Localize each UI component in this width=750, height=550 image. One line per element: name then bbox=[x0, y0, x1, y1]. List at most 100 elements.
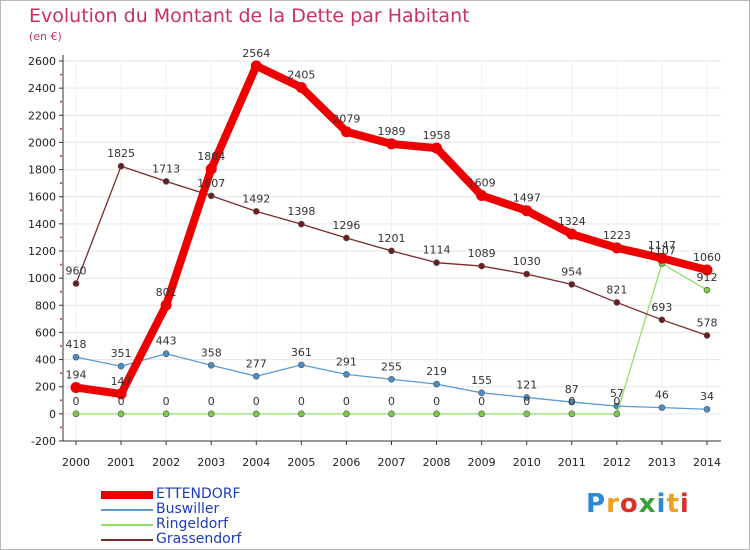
data-point-ettendorf bbox=[611, 242, 623, 254]
data-label-buswiller: 277 bbox=[246, 357, 267, 370]
data-point-ringeldorf bbox=[613, 410, 621, 418]
data-label-ringeldorf: 0 bbox=[208, 395, 215, 408]
data-point-ringeldorf bbox=[568, 410, 576, 418]
x-tick-label: 2002 bbox=[152, 456, 180, 469]
y-tick-label: 800 bbox=[35, 299, 56, 312]
data-point-ringeldorf bbox=[162, 410, 170, 418]
data-point-ettendorf bbox=[566, 228, 578, 240]
data-label-buswiller: 87 bbox=[565, 383, 579, 396]
data-label-grassendorf: 693 bbox=[651, 301, 672, 314]
data-point-ringeldorf bbox=[478, 410, 485, 418]
y-minor-tick bbox=[60, 100, 62, 103]
data-label-ringeldorf: 0 bbox=[568, 395, 575, 408]
proxiti-logo: Proxiti bbox=[586, 489, 690, 519]
data-point-grassendorf bbox=[478, 262, 485, 270]
data-point-buswiller bbox=[523, 394, 531, 401]
x-tick-label: 2005 bbox=[287, 456, 315, 469]
data-label-grassendorf: 1114 bbox=[423, 244, 451, 257]
x-tick-label: 2008 bbox=[423, 456, 451, 469]
data-label-ringeldorf: 0 bbox=[433, 395, 440, 408]
y-minor-tick bbox=[60, 426, 62, 429]
data-point-ettendorf bbox=[295, 81, 307, 93]
data-point-ettendorf bbox=[656, 252, 668, 264]
data-label-ettendorf: 1958 bbox=[423, 129, 451, 142]
data-label-ettendorf: 194 bbox=[66, 369, 87, 382]
data-label-ringeldorf: 0 bbox=[523, 395, 530, 408]
data-point-grassendorf bbox=[568, 281, 576, 288]
data-label-grassendorf: 1492 bbox=[242, 192, 270, 205]
data-label-ringeldorf: 0 bbox=[163, 395, 170, 408]
data-label-ettendorf: 1324 bbox=[558, 215, 586, 228]
data-point-buswiller bbox=[703, 405, 711, 413]
data-point-ringeldorf bbox=[703, 286, 711, 294]
y-tick-label: 400 bbox=[35, 354, 56, 367]
data-point-ettendorf bbox=[115, 388, 127, 400]
data-label-ettendorf: 1804 bbox=[197, 150, 225, 163]
x-tick-label: 2012 bbox=[603, 456, 631, 469]
y-minor-tick bbox=[60, 263, 62, 266]
x-tick-label: 2001 bbox=[107, 456, 135, 469]
data-point-grassendorf bbox=[343, 234, 350, 242]
chart-subtitle: (en €) bbox=[29, 30, 62, 43]
y-minor-tick bbox=[60, 290, 62, 293]
data-label-ettendorf: 2564 bbox=[242, 47, 270, 60]
data-point-ringeldorf bbox=[388, 410, 395, 418]
data-point-ettendorf bbox=[521, 205, 533, 217]
y-minor-tick bbox=[60, 236, 62, 239]
data-label-ettendorf: 2079 bbox=[332, 113, 360, 126]
x-tick-label: 2010 bbox=[513, 456, 541, 469]
data-point-ringeldorf bbox=[72, 410, 80, 418]
data-label-buswiller: 57 bbox=[610, 387, 624, 400]
y-minor-tick bbox=[60, 317, 62, 320]
y-minor-tick bbox=[60, 399, 62, 402]
data-label-grassendorf: 1030 bbox=[513, 255, 541, 268]
data-label-grassendorf: 1089 bbox=[468, 247, 496, 260]
data-label-grassendorf: 1713 bbox=[152, 162, 180, 175]
data-point-grassendorf bbox=[703, 332, 711, 339]
chart-title: Evolution du Montant de la Dette par Hab… bbox=[29, 5, 470, 27]
data-label-ringeldorf: 0 bbox=[613, 395, 620, 408]
x-tick-label: 2014 bbox=[693, 456, 721, 469]
data-label-ringeldorf: 1107 bbox=[648, 245, 676, 258]
data-label-buswiller: 443 bbox=[156, 335, 177, 348]
data-point-ettendorf bbox=[476, 189, 488, 201]
data-point-buswiller bbox=[162, 350, 170, 358]
data-label-ringeldorf: 0 bbox=[118, 395, 125, 408]
data-point-ettendorf bbox=[340, 126, 352, 138]
data-point-grassendorf bbox=[252, 208, 260, 215]
data-point-ringeldorf bbox=[252, 410, 260, 418]
data-label-ringeldorf: 0 bbox=[253, 395, 260, 408]
data-label-grassendorf: 960 bbox=[66, 265, 87, 278]
data-point-buswiller bbox=[388, 375, 395, 383]
legend-label: ETTENDORF bbox=[156, 486, 241, 502]
legend-label: Ringeldorf bbox=[156, 516, 229, 532]
data-point-ettendorf bbox=[160, 299, 172, 311]
y-tick-label: 2600 bbox=[28, 55, 56, 68]
data-label-grassendorf: 1607 bbox=[197, 177, 225, 190]
legend-label: Grassendorf bbox=[156, 531, 242, 547]
data-point-buswiller bbox=[478, 389, 485, 397]
data-point-buswiller bbox=[658, 404, 666, 411]
legend-swatch bbox=[101, 539, 153, 541]
data-label-grassendorf: 1296 bbox=[332, 219, 360, 232]
data-point-buswiller bbox=[252, 372, 260, 380]
data-point-buswiller bbox=[568, 398, 576, 406]
data-point-ringeldorf bbox=[117, 410, 125, 418]
data-point-grassendorf bbox=[388, 247, 395, 255]
data-label-ettendorf: 1223 bbox=[603, 229, 631, 242]
data-point-buswiller bbox=[207, 361, 215, 369]
data-label-ettendorf: 147 bbox=[111, 375, 132, 388]
y-tick-label: 2400 bbox=[28, 82, 56, 95]
data-point-ettendorf bbox=[386, 138, 397, 150]
data-label-ringeldorf: 0 bbox=[343, 395, 350, 408]
data-label-buswiller: 361 bbox=[291, 346, 312, 359]
y-tick-label: 2000 bbox=[28, 136, 56, 149]
data-label-grassendorf: 1201 bbox=[378, 232, 406, 245]
data-point-grassendorf bbox=[207, 192, 215, 200]
y-tick-label: 0 bbox=[49, 408, 56, 421]
data-point-buswiller bbox=[433, 380, 440, 388]
data-label-ettendorf: 1989 bbox=[378, 125, 406, 138]
data-point-buswiller bbox=[72, 353, 80, 361]
data-label-ettendorf: 801 bbox=[156, 286, 177, 299]
data-label-grassendorf: 821 bbox=[606, 283, 627, 296]
